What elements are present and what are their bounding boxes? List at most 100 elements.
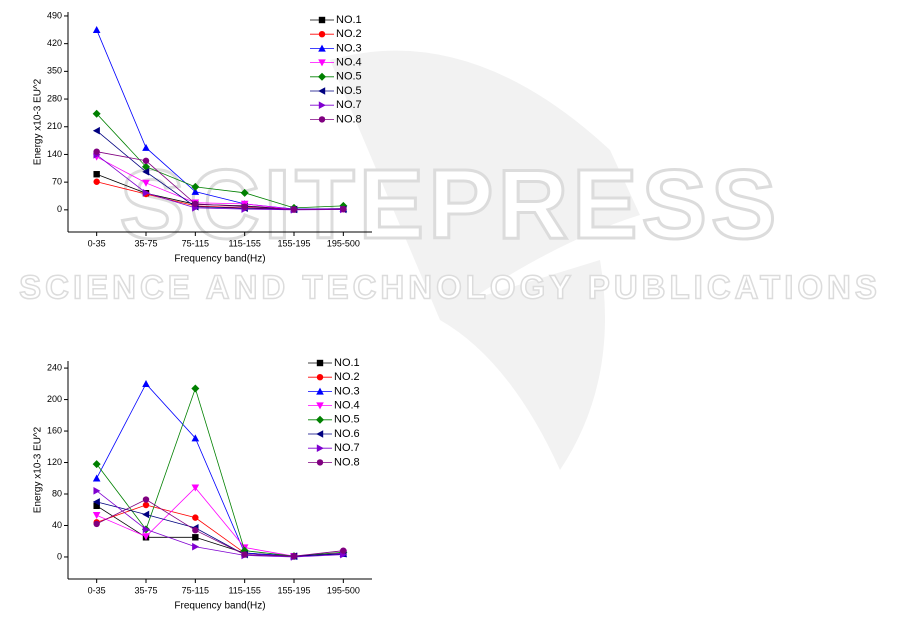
series-line xyxy=(96,501,344,557)
legend-marker xyxy=(316,402,324,410)
marker xyxy=(191,434,200,442)
marker xyxy=(191,187,200,195)
legend-label: NO.3 xyxy=(334,385,360,397)
legend-marker xyxy=(318,87,326,95)
legend-label: NO.5 xyxy=(334,414,360,426)
legend-label: NO.7 xyxy=(336,99,362,111)
x-tick-label: 115-155 xyxy=(228,585,260,595)
legend-label: NO.6 xyxy=(334,428,360,440)
y-axis-label: Energy x10-3 EU^2 xyxy=(33,426,44,513)
legend-marker xyxy=(316,359,324,367)
legend-label: NO.8 xyxy=(334,456,360,468)
legend-label: NO.4 xyxy=(336,57,362,69)
x-tick-label: 195-500 xyxy=(327,238,360,248)
y-tick-label: 0 xyxy=(57,551,62,561)
x-tick-label: 75-115 xyxy=(182,238,209,248)
x-axis-label: Frequency band(Hz) xyxy=(174,254,265,265)
y-tick-label: 420 xyxy=(47,38,62,48)
watermark-logo: SCITEPRESS xyxy=(120,149,781,259)
x-tick-label: 0-35 xyxy=(88,585,106,595)
marker xyxy=(93,178,100,185)
marker xyxy=(192,542,200,551)
marker xyxy=(142,380,150,388)
marker xyxy=(92,460,101,469)
marker xyxy=(142,510,150,519)
legend-marker xyxy=(316,387,324,395)
y-axis-label: Energy x10-3 EU^2 xyxy=(33,78,44,165)
y-tick-label: 210 xyxy=(47,121,62,131)
legend-marker xyxy=(316,459,324,466)
legend-label: NO.3 xyxy=(336,42,362,54)
legend-marker xyxy=(318,72,326,81)
marker xyxy=(92,498,100,506)
marker xyxy=(340,547,347,554)
marker xyxy=(192,514,199,521)
legend-label: NO.5 xyxy=(336,85,362,97)
x-tick-label: 0-35 xyxy=(88,238,106,248)
y-tick-label: 0 xyxy=(57,204,62,214)
series-line xyxy=(96,499,344,557)
marker xyxy=(142,168,150,176)
marker xyxy=(241,551,248,558)
legend-label: NO.2 xyxy=(334,371,360,383)
x-tick-label: 115-155 xyxy=(228,238,260,248)
series-line xyxy=(96,487,344,557)
y-tick-label: 200 xyxy=(47,394,62,404)
legend-marker xyxy=(316,444,324,452)
marker xyxy=(93,487,101,495)
x-tick-label: 155-195 xyxy=(277,238,310,248)
marker xyxy=(92,26,101,34)
y-tick-label: 70 xyxy=(52,177,62,187)
legend-label: NO.1 xyxy=(336,14,362,26)
marker xyxy=(142,157,150,164)
marker xyxy=(93,502,100,510)
legend-label: NO.4 xyxy=(334,400,360,412)
y-tick-label: 350 xyxy=(47,66,62,76)
y-tick-label: 120 xyxy=(47,457,62,467)
watermark-shape xyxy=(330,50,640,471)
marker xyxy=(241,203,248,210)
legend-marker xyxy=(318,16,326,24)
marker xyxy=(142,189,150,197)
y-tick-label: 80 xyxy=(52,488,62,498)
marker xyxy=(340,205,347,213)
x-tick-label: 75-115 xyxy=(182,585,209,595)
legend-marker xyxy=(318,101,326,109)
marker xyxy=(192,527,199,534)
marker xyxy=(93,171,100,178)
marker xyxy=(92,109,101,118)
legend-marker xyxy=(318,59,326,67)
legend-label: NO.1 xyxy=(334,357,360,369)
legend-marker xyxy=(316,374,324,381)
marker xyxy=(240,188,249,197)
marker xyxy=(192,534,199,541)
marker xyxy=(142,143,150,151)
watermark-text: SCIENCE AND TECHNOLOGY PUBLICATIONS xyxy=(19,269,881,306)
marker xyxy=(290,552,298,560)
y-tick-label: 240 xyxy=(47,362,62,372)
y-tick-label: 160 xyxy=(47,425,62,435)
marker xyxy=(92,126,100,135)
y-tick-label: 40 xyxy=(52,520,62,530)
marker xyxy=(142,525,150,534)
legend-label: NO.2 xyxy=(336,28,362,40)
marker xyxy=(191,484,200,492)
legend-marker xyxy=(316,415,324,424)
x-axis-label: Frequency band(Hz) xyxy=(174,601,265,612)
series-line xyxy=(96,151,344,210)
marker xyxy=(290,206,298,213)
marker xyxy=(192,200,199,208)
marker xyxy=(92,474,101,482)
series-line xyxy=(96,113,344,209)
x-tick-label: 35-75 xyxy=(134,585,157,595)
legend-label: NO.7 xyxy=(334,442,360,454)
marker xyxy=(142,501,150,509)
marker xyxy=(142,179,150,187)
y-tick-label: 490 xyxy=(47,10,62,20)
marker xyxy=(93,520,100,528)
legend-marker xyxy=(318,116,326,123)
legend-marker xyxy=(318,31,326,38)
marker xyxy=(93,148,100,155)
legend-label: NO.8 xyxy=(336,113,362,125)
